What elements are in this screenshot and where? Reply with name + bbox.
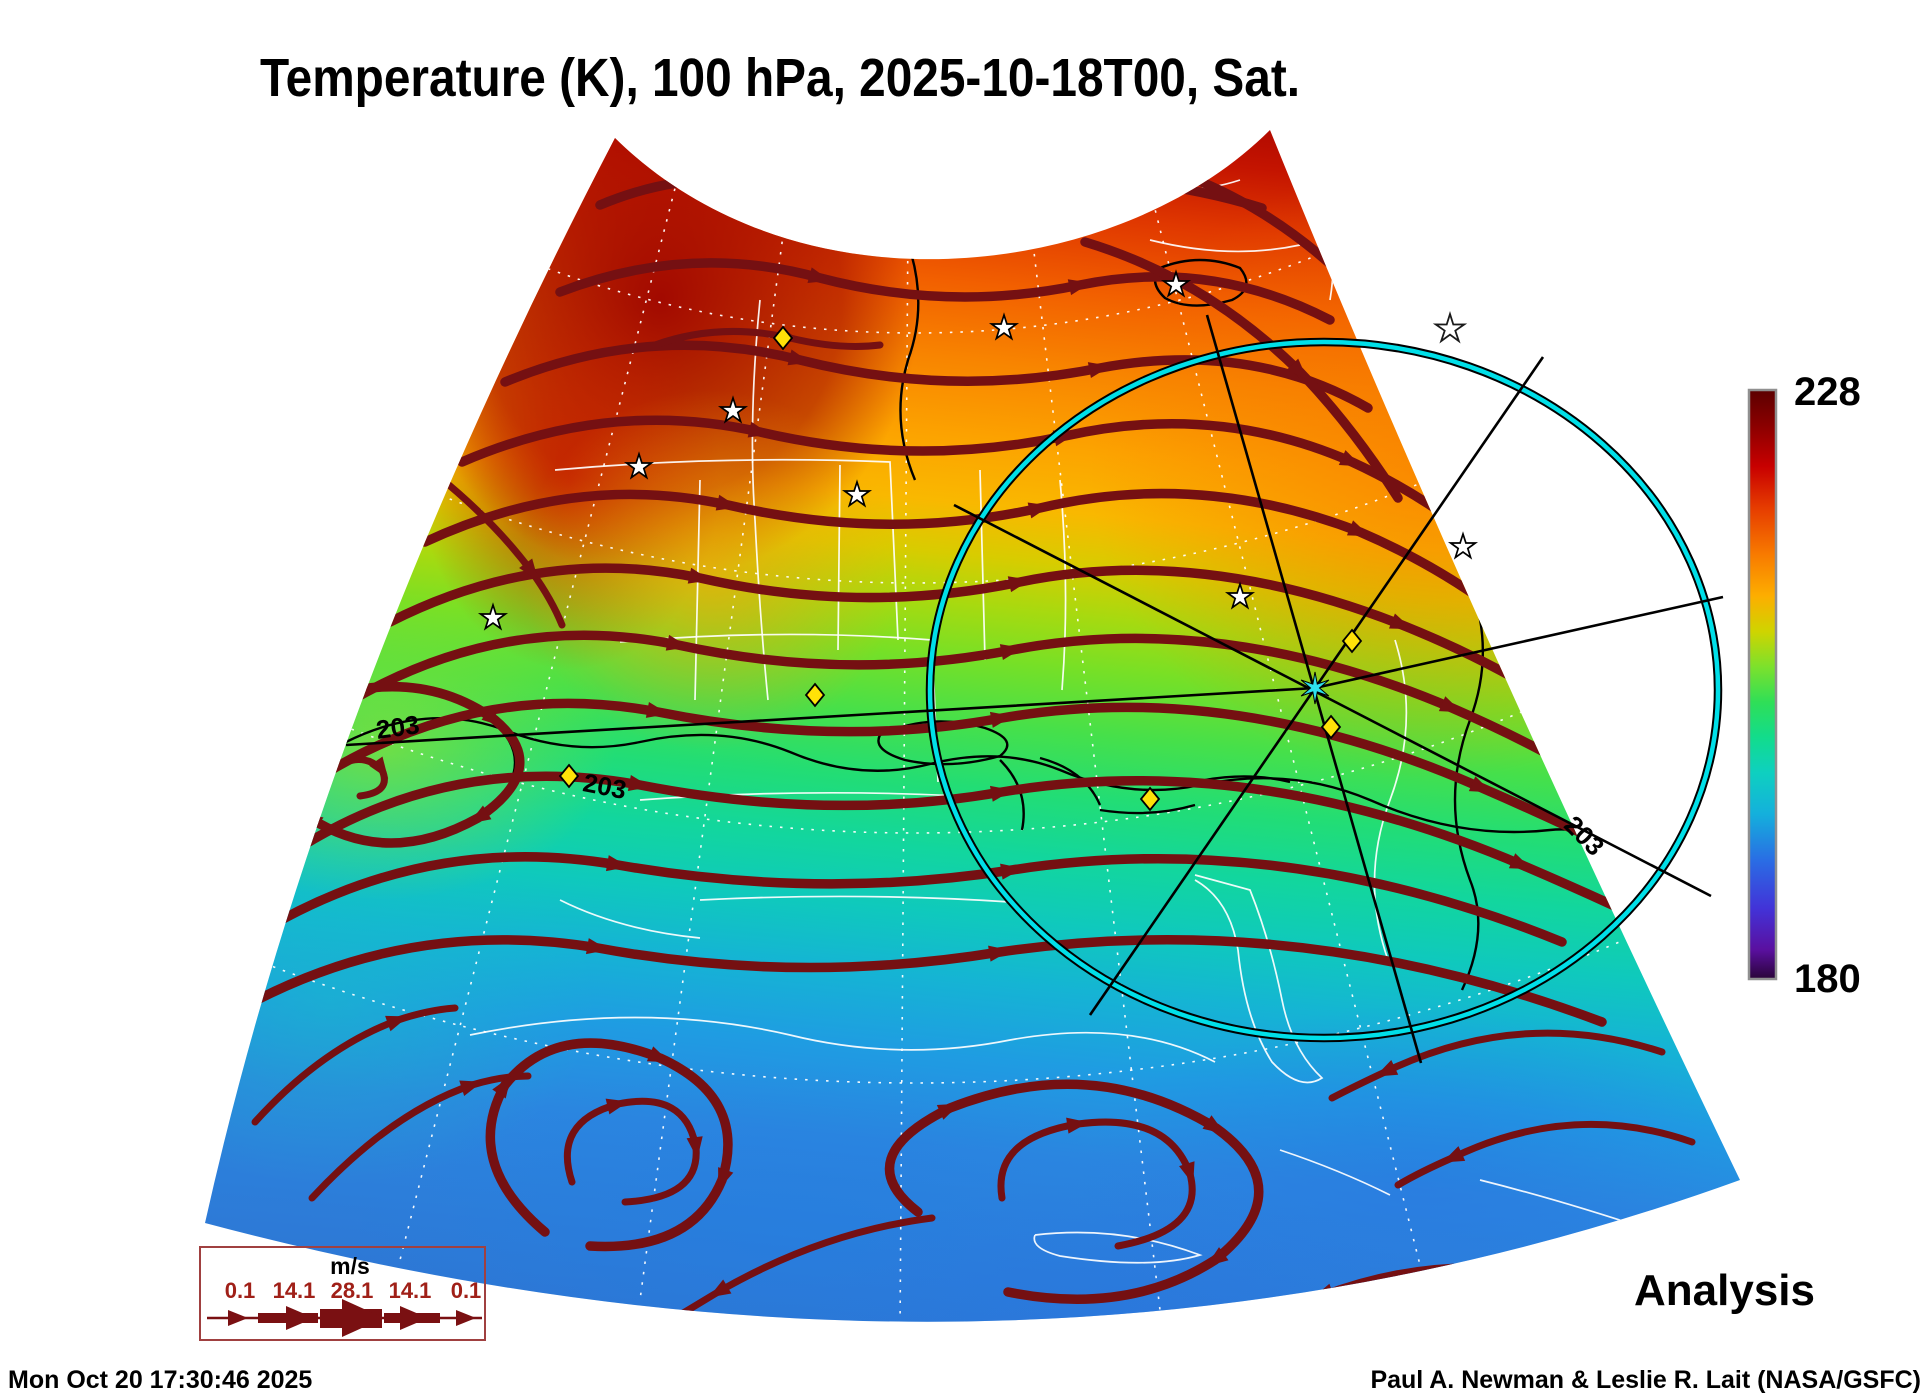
streamline-spiral (326, 756, 389, 800)
legend-box (199, 1246, 486, 1341)
station-diamond-marker (1320, 714, 1342, 740)
legend-tick-label: 0.1 (225, 1278, 256, 1303)
streamline (233, 934, 1607, 1027)
observation-star-marker (477, 602, 509, 631)
colorbar-gradient (1747, 388, 1778, 981)
streamline-vortex (563, 1097, 703, 1206)
streamline (1328, 1029, 1666, 1102)
range-ring (927, 339, 1721, 1041)
streamline (555, 258, 1335, 325)
warm-patch (1090, 160, 1740, 780)
station-diamond-marker (558, 763, 580, 789)
generation-timestamp: Mon Oct 20 17:30:46 2025 (8, 1366, 312, 1394)
observation-star-marker (841, 479, 873, 508)
station-range-ring (925, 337, 1723, 1043)
observation-markers (477, 269, 1479, 812)
legend-arrowhead (456, 1310, 476, 1326)
streamline (500, 340, 1373, 413)
observation-star-marker (988, 312, 1020, 341)
observation-star-hollow-marker (1432, 310, 1468, 344)
observation-star-marker (1224, 581, 1256, 610)
legend-arrowhead (286, 1306, 314, 1330)
streamline (424, 464, 566, 629)
streamline (420, 488, 1563, 667)
page-title: Temperature (K), 100 hPa, 2025-10-18T00,… (260, 48, 1300, 108)
analysis-mode-label: Analysis (1634, 1266, 1815, 1315)
observation-star-marker (1160, 269, 1192, 298)
legend-unit-label: m/s (330, 1253, 370, 1279)
colorbar: 228 180 (1747, 370, 1861, 1001)
colorbar-max-label: 228 (1794, 370, 1861, 414)
station-diamond-marker (772, 325, 794, 351)
streamline-vortex (884, 1079, 1264, 1304)
credit-line: Paul A. Newman & Leslie R. Lait (NASA/GS… (1370, 1366, 1921, 1394)
colorbar-min-label: 180 (1794, 957, 1861, 1001)
azimuth-line (953, 503, 1712, 898)
legend-tick-label: 14.1 (273, 1278, 316, 1303)
station-diamond-marker (1139, 786, 1161, 812)
legend-arrow-scale (207, 1299, 482, 1337)
streamline (255, 852, 1567, 947)
legend-tick-label: 14.1 (389, 1278, 432, 1303)
streamline (251, 1004, 459, 1126)
lake-outline (1153, 258, 1248, 307)
streamline (347, 630, 1663, 827)
station-diamond-marker (804, 682, 826, 708)
station-center-marker (1300, 671, 1330, 705)
wind-speed-legend: m/s 0.1 14.1 28.1 14.1 0.1 (199, 1246, 486, 1341)
legend-arrowhead (228, 1310, 248, 1326)
station-diamond-marker (1341, 628, 1363, 654)
legend-tick-label: 0.1 (451, 1278, 482, 1303)
streamline (1080, 237, 1403, 503)
streamline-vortex (997, 1117, 1196, 1250)
contour-label-203: 203 (374, 709, 421, 745)
legend-arrowhead (400, 1306, 428, 1330)
streamline (1394, 1120, 1696, 1189)
legend-arrowhead (342, 1299, 384, 1337)
streamline-vortex (485, 1038, 734, 1252)
gulf-coast (469, 1016, 1216, 1063)
legend-tick-label: 28.1 (331, 1278, 374, 1303)
observation-star-marker (1447, 531, 1479, 560)
observation-star-marker (623, 451, 655, 480)
observation-star-marker (717, 395, 749, 424)
